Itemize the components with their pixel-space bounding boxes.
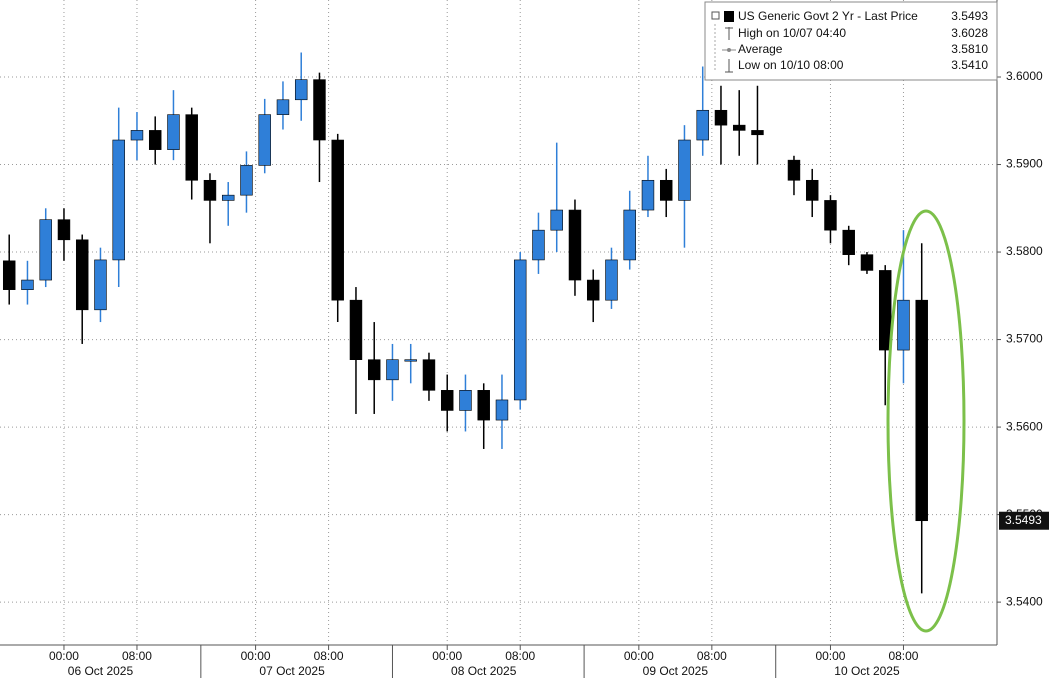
x-tick-label: 00:00: [624, 649, 654, 663]
legend-icon: [727, 48, 731, 52]
x-tick-label: 08:00: [314, 649, 344, 663]
date-label: 07 Oct 2025: [259, 664, 325, 678]
x-tick-label: 08:00: [697, 649, 727, 663]
y-tick-label: 3.5800: [1006, 244, 1043, 258]
candle-body: [659, 179, 673, 201]
last-price-label: 3.5493: [1005, 513, 1042, 527]
candle-body: [787, 159, 801, 181]
candle-body: [221, 194, 235, 201]
legend-label: High on 10/07 04:40: [738, 26, 846, 40]
x-tick-label: 00:00: [815, 649, 845, 663]
candle-body: [550, 209, 563, 231]
x-tick-label: 08:00: [505, 649, 535, 663]
candle-body: [94, 259, 107, 311]
candle-body: [623, 209, 636, 261]
x-tick-label: 00:00: [241, 649, 271, 663]
legend-value: 3.6028: [951, 26, 988, 40]
legend-label: Low on 10/10 08:00: [738, 58, 844, 72]
y-tick-label: 3.6000: [1006, 69, 1043, 83]
candle-body: [422, 359, 436, 391]
legend-value: 3.5493: [951, 9, 988, 23]
candle-body: [586, 279, 600, 301]
legend-label: Average: [738, 42, 783, 56]
candle-body: [386, 359, 399, 381]
candle-body: [568, 209, 582, 281]
candle-body: [878, 270, 892, 351]
candle-body: [605, 259, 618, 301]
candle-body: [240, 165, 253, 196]
last-price-marker: [999, 511, 1049, 530]
candle-body: [915, 299, 928, 522]
candle-body: [130, 130, 144, 141]
candle-body: [842, 229, 855, 255]
legend-value: 3.5810: [951, 42, 988, 56]
x-tick-label: 00:00: [49, 649, 79, 663]
date-label: 06 Oct 2025: [68, 664, 134, 678]
date-label: 10 Oct 2025: [834, 664, 900, 678]
candle-body: [897, 299, 910, 351]
candle-body: [367, 359, 381, 381]
candle-body: [477, 390, 490, 421]
candle-body: [331, 139, 344, 301]
candle-body: [75, 239, 89, 311]
candle-body: [805, 179, 819, 201]
candle-body: [349, 299, 363, 360]
candle-body: [39, 219, 52, 281]
x-tick-label: 00:00: [432, 649, 462, 663]
candle-body: [148, 130, 162, 150]
candle-body: [112, 139, 125, 261]
highlight-ellipse: [886, 209, 966, 633]
candle-body: [21, 279, 34, 290]
candle-body: [185, 114, 198, 181]
y-tick-label: 3.5600: [1006, 419, 1043, 433]
date-label: 09 Oct 2025: [643, 664, 709, 678]
candle-body: [678, 139, 691, 201]
legend-icon: [724, 11, 734, 22]
legend: US Generic Govt 2 Yr - Last Price 3.5493…: [704, 1, 998, 81]
legend-label: US Generic Govt 2 Yr - Last Price: [738, 9, 918, 23]
candle-body: [696, 109, 709, 141]
legend-value: 3.5410: [951, 58, 988, 72]
legend-icon: [711, 11, 720, 20]
legend-box: [704, 1, 998, 81]
candle-body: [440, 390, 454, 411]
candle-body: [751, 130, 764, 136]
candle-body: [258, 114, 271, 166]
y-tick-label: 3.5700: [1006, 332, 1043, 346]
candle-body: [2, 260, 16, 290]
candle-body: [495, 399, 509, 421]
date-label: 08 Oct 2025: [451, 664, 517, 678]
candle-body: [57, 219, 71, 241]
candle-body: [404, 359, 417, 362]
candle-body: [313, 79, 326, 141]
candle-body: [167, 114, 180, 150]
candle-body: [513, 259, 527, 401]
candle-body: [714, 109, 728, 126]
x-tick-label: 08:00: [122, 649, 152, 663]
candle-body: [532, 229, 545, 261]
candle-body: [294, 79, 308, 101]
candles: [2, 52, 928, 594]
candle-body: [459, 390, 472, 411]
candle-body: [824, 200, 837, 231]
x-tick-label: 08:00: [888, 649, 918, 663]
candle-body: [860, 254, 874, 271]
candle-body: [276, 99, 290, 115]
candle-body: [203, 179, 217, 201]
y-tick-label: 3.5400: [1006, 594, 1043, 608]
y-tick-label: 3.5900: [1006, 157, 1043, 171]
candle-body: [641, 179, 655, 211]
candle-body: [732, 124, 746, 131]
